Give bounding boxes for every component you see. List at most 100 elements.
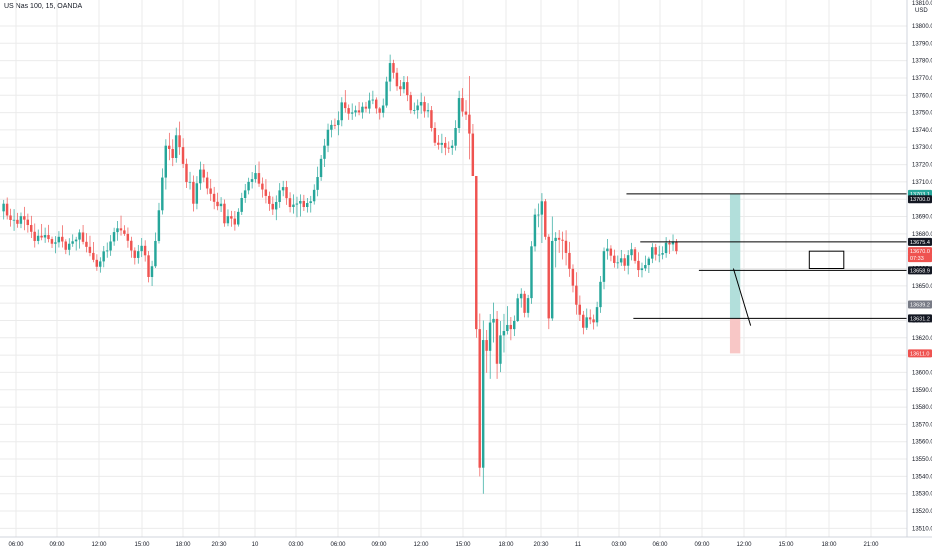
candle-body[interactable] [661,253,664,255]
candle-body[interactable] [92,252,95,260]
candle-body[interactable] [285,187,288,199]
candle-body[interactable] [385,81,388,106]
candle-body[interactable] [478,329,481,468]
candle-body[interactable] [582,314,585,328]
candle-body[interactable] [630,249,633,256]
candle-body[interactable] [464,111,468,115]
candle-body[interactable] [88,246,92,253]
candle-body[interactable] [513,320,516,330]
candle-body[interactable] [671,241,675,245]
candle-body[interactable] [437,142,440,145]
candle-body[interactable] [343,102,347,109]
candle-body[interactable] [216,201,219,207]
candle-body[interactable] [240,197,243,212]
candle-body[interactable] [247,181,250,191]
candle-body[interactable] [609,248,613,256]
candle-body[interactable] [254,173,257,180]
candle-body[interactable] [271,203,274,210]
candle-body[interactable] [302,200,305,208]
candle-body[interactable] [40,235,43,238]
candle-body[interactable] [54,242,57,244]
candle-body[interactable] [371,99,374,101]
candle-body[interactable] [326,129,330,146]
candle-body[interactable] [257,173,261,184]
candle-body[interactable] [595,307,599,323]
candle-body[interactable] [530,246,533,299]
candle-body[interactable] [375,99,378,109]
candle-body[interactable] [36,235,40,241]
candle-body[interactable] [388,63,392,82]
candle-body[interactable] [330,124,333,130]
candle-body[interactable] [544,201,547,237]
candle-body[interactable] [295,203,299,205]
candle-body[interactable] [626,255,630,266]
candle-body[interactable] [61,236,64,242]
candle-body[interactable] [133,250,136,258]
candle-body[interactable] [381,105,385,113]
candle-body[interactable] [357,110,361,113]
candle-body[interactable] [419,102,423,106]
candle-body[interactable] [299,200,302,204]
candle-body[interactable] [664,242,668,254]
candle-body[interactable] [174,135,178,158]
candle-body[interactable] [333,124,337,126]
candle-body[interactable] [526,298,530,313]
candle-body[interactable] [340,102,343,121]
candle-body[interactable] [619,258,623,263]
candle-body[interactable] [219,203,223,207]
candle-body[interactable] [602,251,606,282]
trend-line[interactable] [732,268,752,326]
candle-body[interactable] [178,135,181,148]
candle-body[interactable] [185,163,188,183]
candle-body[interactable] [126,233,130,241]
candle-body[interactable] [423,102,426,112]
candle-body[interactable] [209,188,212,194]
candle-body[interactable] [616,262,619,264]
candle-body[interactable] [95,259,98,267]
candle-body[interactable] [368,100,371,109]
candle-body[interactable] [168,145,171,149]
candle-body[interactable] [67,243,71,250]
candle-body[interactable] [23,216,26,220]
candle-body[interactable] [26,219,29,226]
candle-body[interactable] [454,128,457,146]
candle-body[interactable] [654,247,657,255]
candle-body[interactable] [492,318,495,323]
candle-body[interactable] [233,218,236,225]
candle-body[interactable] [181,147,185,164]
candle-body[interactable] [633,249,637,261]
candle-body[interactable] [450,145,454,148]
candle-body[interactable] [230,216,233,219]
candle-body[interactable] [502,331,506,336]
candle-body[interactable] [292,204,295,208]
candle-body[interactable] [523,293,526,313]
candle-body[interactable] [637,260,640,271]
candle-body[interactable] [568,252,571,269]
candle-body[interactable] [157,210,161,241]
candle-body[interactable] [657,254,661,256]
candle-body[interactable] [571,268,575,286]
candle-body[interactable] [102,251,105,262]
candle-body[interactable] [471,133,475,176]
candle-body[interactable] [575,285,578,305]
candle-body[interactable] [154,240,157,267]
candle-body[interactable] [554,237,557,241]
candle-body[interactable] [640,268,644,271]
candle-body[interactable] [561,239,564,241]
candle-body[interactable] [109,241,112,251]
candle-body[interactable] [412,110,416,111]
candle-body[interactable] [57,236,61,243]
candle-body[interactable] [50,239,54,244]
candle-body[interactable] [281,187,285,191]
candle-body[interactable] [547,236,550,319]
candle-body[interactable] [105,250,109,252]
candle-body[interactable] [223,203,226,224]
candle-body[interactable] [623,258,626,266]
candle-body[interactable] [337,120,340,126]
candle-body[interactable] [30,225,33,232]
candle-body[interactable] [226,216,230,224]
candle-body[interactable] [64,241,67,250]
candle-body[interactable] [195,183,199,204]
candle-body[interactable] [592,319,595,323]
